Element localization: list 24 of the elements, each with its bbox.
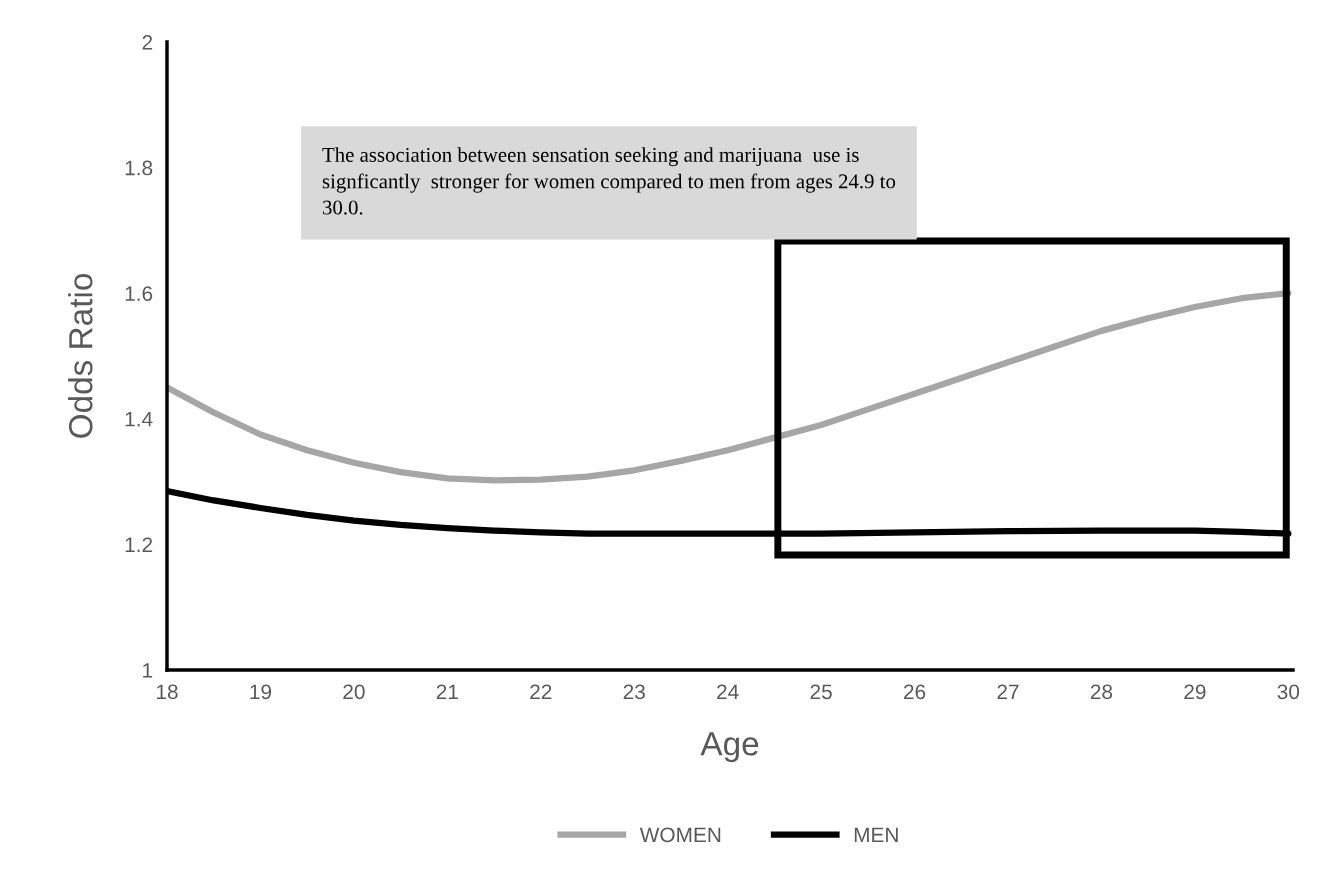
legend-label: WOMEN: [639, 827, 721, 843]
y-tick-label: 1: [143, 663, 153, 678]
x-tick-label: 27: [997, 684, 1019, 699]
x-tick-label: 30: [1277, 684, 1300, 700]
y-axis-title: Odds Ratio: [68, 274, 93, 438]
x-tick-label: 25: [810, 684, 832, 700]
x-tick-label: 26: [904, 684, 926, 700]
legend-label: MEN: [854, 827, 898, 843]
y-tick-label: 1.8: [125, 160, 153, 176]
x-tick-label: 24: [717, 684, 739, 699]
x-tick-label: 22: [530, 684, 552, 699]
x-tick-label: 23: [623, 684, 645, 700]
x-tick-label: 28: [1090, 684, 1113, 700]
x-tick-label: 29: [1184, 684, 1206, 700]
x-tick-label: 18: [157, 684, 178, 700]
annotation: The association between sensation seeking and marijuana use is signficantly stronger for women compared to men from ages 24.9 to 30.0.: [322, 147, 896, 215]
x-axis-title: Age: [700, 732, 759, 763]
y-tick-label: 1.4: [125, 412, 153, 427]
x-tick-label: 19: [250, 684, 272, 700]
x-tick-label: 20: [343, 684, 365, 700]
y-tick-label: 1.2: [125, 537, 153, 552]
y-tick-label: 2: [142, 35, 153, 50]
y-tick-label: 1.6: [125, 286, 153, 301]
x-tick-label: 21: [436, 684, 458, 699]
